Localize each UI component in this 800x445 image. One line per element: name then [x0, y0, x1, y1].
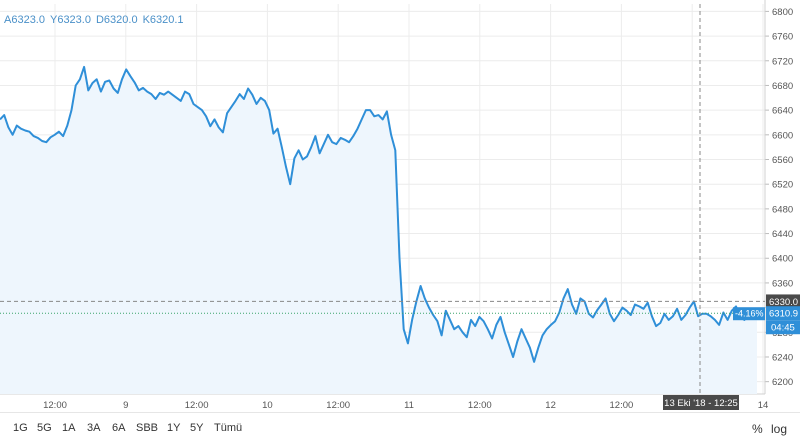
range-5g-button[interactable]: 5G [37, 422, 52, 434]
close-value: K6320.1 [142, 14, 184, 26]
range-toolbar: 1G 5G 1A 3A 6A SBB 1Y 5Y Tümü % log [0, 412, 800, 445]
ohlc-legend: A6323.0 Y6323.0 D6320.0 K6320.1 [4, 14, 189, 26]
y-tick-label: 6400 [772, 254, 793, 265]
y-tick-label: 6720 [772, 56, 793, 67]
percent-scale-button[interactable]: % [752, 422, 763, 436]
y-tick-label: 6560 [772, 155, 793, 166]
range-6a-button[interactable]: 6A [112, 422, 126, 434]
range-5y-button[interactable]: 5Y [190, 422, 204, 434]
open-value: A6323.0 [4, 14, 45, 26]
change-label: -4.16% [735, 309, 764, 319]
x-tick-label: 11 [404, 400, 414, 411]
x-tick-label: 12:00 [326, 400, 350, 411]
x-tick-label: 12:00 [468, 400, 492, 411]
high-value: Y6323.0 [49, 14, 91, 26]
area-fill [0, 66, 757, 395]
x-tick-label: 12:00 [185, 400, 209, 411]
y-tick-label: 6760 [772, 32, 793, 43]
y-tick-label: 6800 [772, 7, 793, 18]
y-tick-label: 6200 [772, 377, 793, 388]
price-chart[interactable]: 6200624062806320636064006440648065206560… [0, 0, 800, 412]
crosshair-time-label: 13 Eki '18 - 12:25 [664, 398, 738, 409]
x-tick-label: 12 [545, 400, 556, 411]
range-sbb-button[interactable]: SBB [136, 422, 159, 434]
log-scale-button[interactable]: log [771, 422, 788, 436]
change-tag [733, 307, 765, 321]
last-price-tag [766, 306, 800, 321]
crosshair-price-tag [766, 294, 800, 309]
x-tick-label: 9 [123, 400, 128, 411]
crosshair-time-tag [663, 395, 739, 410]
y-tick-label: 6600 [772, 130, 793, 141]
x-tick-label: 12:00 [610, 400, 634, 411]
y-tick-label: 6440 [772, 229, 793, 240]
range-3a-button[interactable]: 3A [87, 422, 101, 434]
y-tick-label: 6480 [772, 204, 793, 215]
range-all-button[interactable]: Tümü [214, 422, 243, 434]
y-tick-label: 6520 [772, 180, 793, 191]
x-tick-label: 12:00 [43, 400, 67, 411]
last-price-label: 6310.9 [769, 309, 798, 320]
y-tick-label: 6680 [772, 81, 793, 92]
y-tick-label: 6360 [772, 278, 793, 289]
y-tick-label: 6640 [772, 106, 793, 117]
range-1a-button[interactable]: 1A [62, 422, 76, 434]
range-1g-button[interactable]: 1G [13, 422, 28, 434]
y-tick-label: 6240 [772, 352, 793, 363]
x-tick-label: 10 [262, 400, 273, 411]
countdown-tag [766, 320, 800, 335]
x-tick-label: 14 [758, 400, 769, 411]
countdown-label: 04:45 [771, 323, 795, 334]
low-value: D6320.0 [95, 14, 138, 26]
range-1y-button[interactable]: 1Y [167, 422, 181, 434]
price-line [0, 65, 758, 363]
crosshair-price-label: 6330.0 [769, 297, 798, 308]
